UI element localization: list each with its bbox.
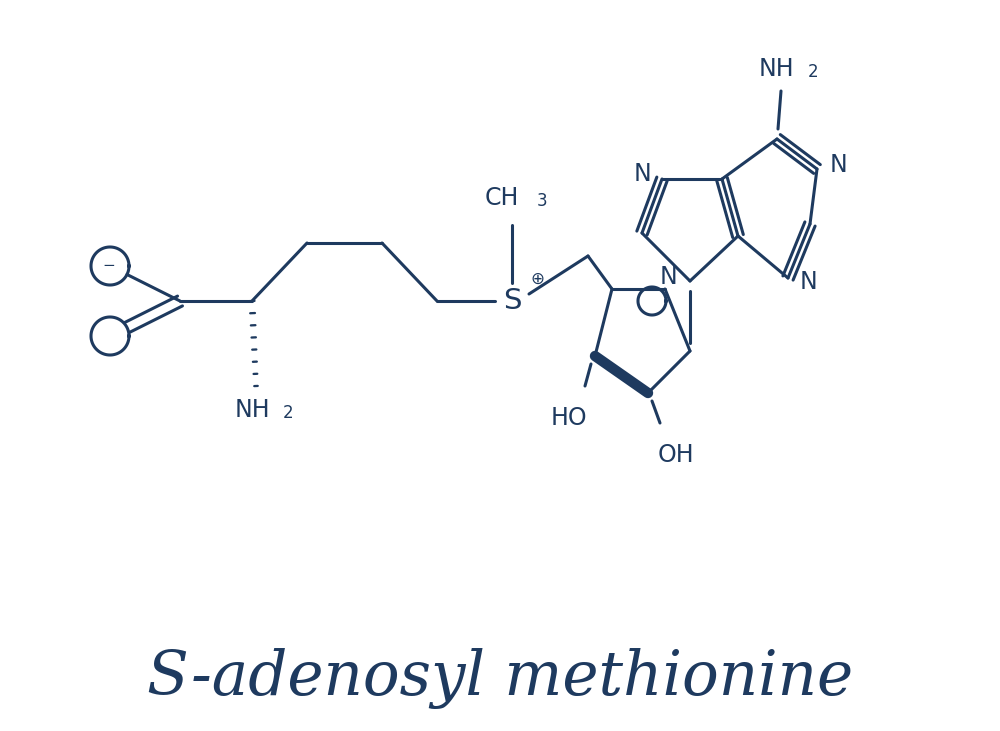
Text: N: N bbox=[659, 265, 677, 289]
Text: 3: 3 bbox=[537, 192, 547, 210]
Text: CH: CH bbox=[485, 186, 519, 210]
Text: S: S bbox=[503, 287, 521, 315]
Text: NH: NH bbox=[758, 57, 794, 81]
Text: N: N bbox=[799, 270, 817, 294]
Text: N: N bbox=[830, 153, 848, 177]
Text: 2: 2 bbox=[808, 63, 818, 81]
Text: N: N bbox=[633, 162, 651, 186]
Text: NH: NH bbox=[234, 398, 270, 422]
Text: ⊕: ⊕ bbox=[530, 270, 544, 288]
Text: OH: OH bbox=[658, 443, 694, 467]
Text: 2: 2 bbox=[283, 404, 293, 422]
Text: −: − bbox=[103, 257, 115, 273]
Text: S-adenosyl methionine: S-adenosyl methionine bbox=[147, 648, 853, 710]
Text: HO: HO bbox=[551, 406, 587, 430]
